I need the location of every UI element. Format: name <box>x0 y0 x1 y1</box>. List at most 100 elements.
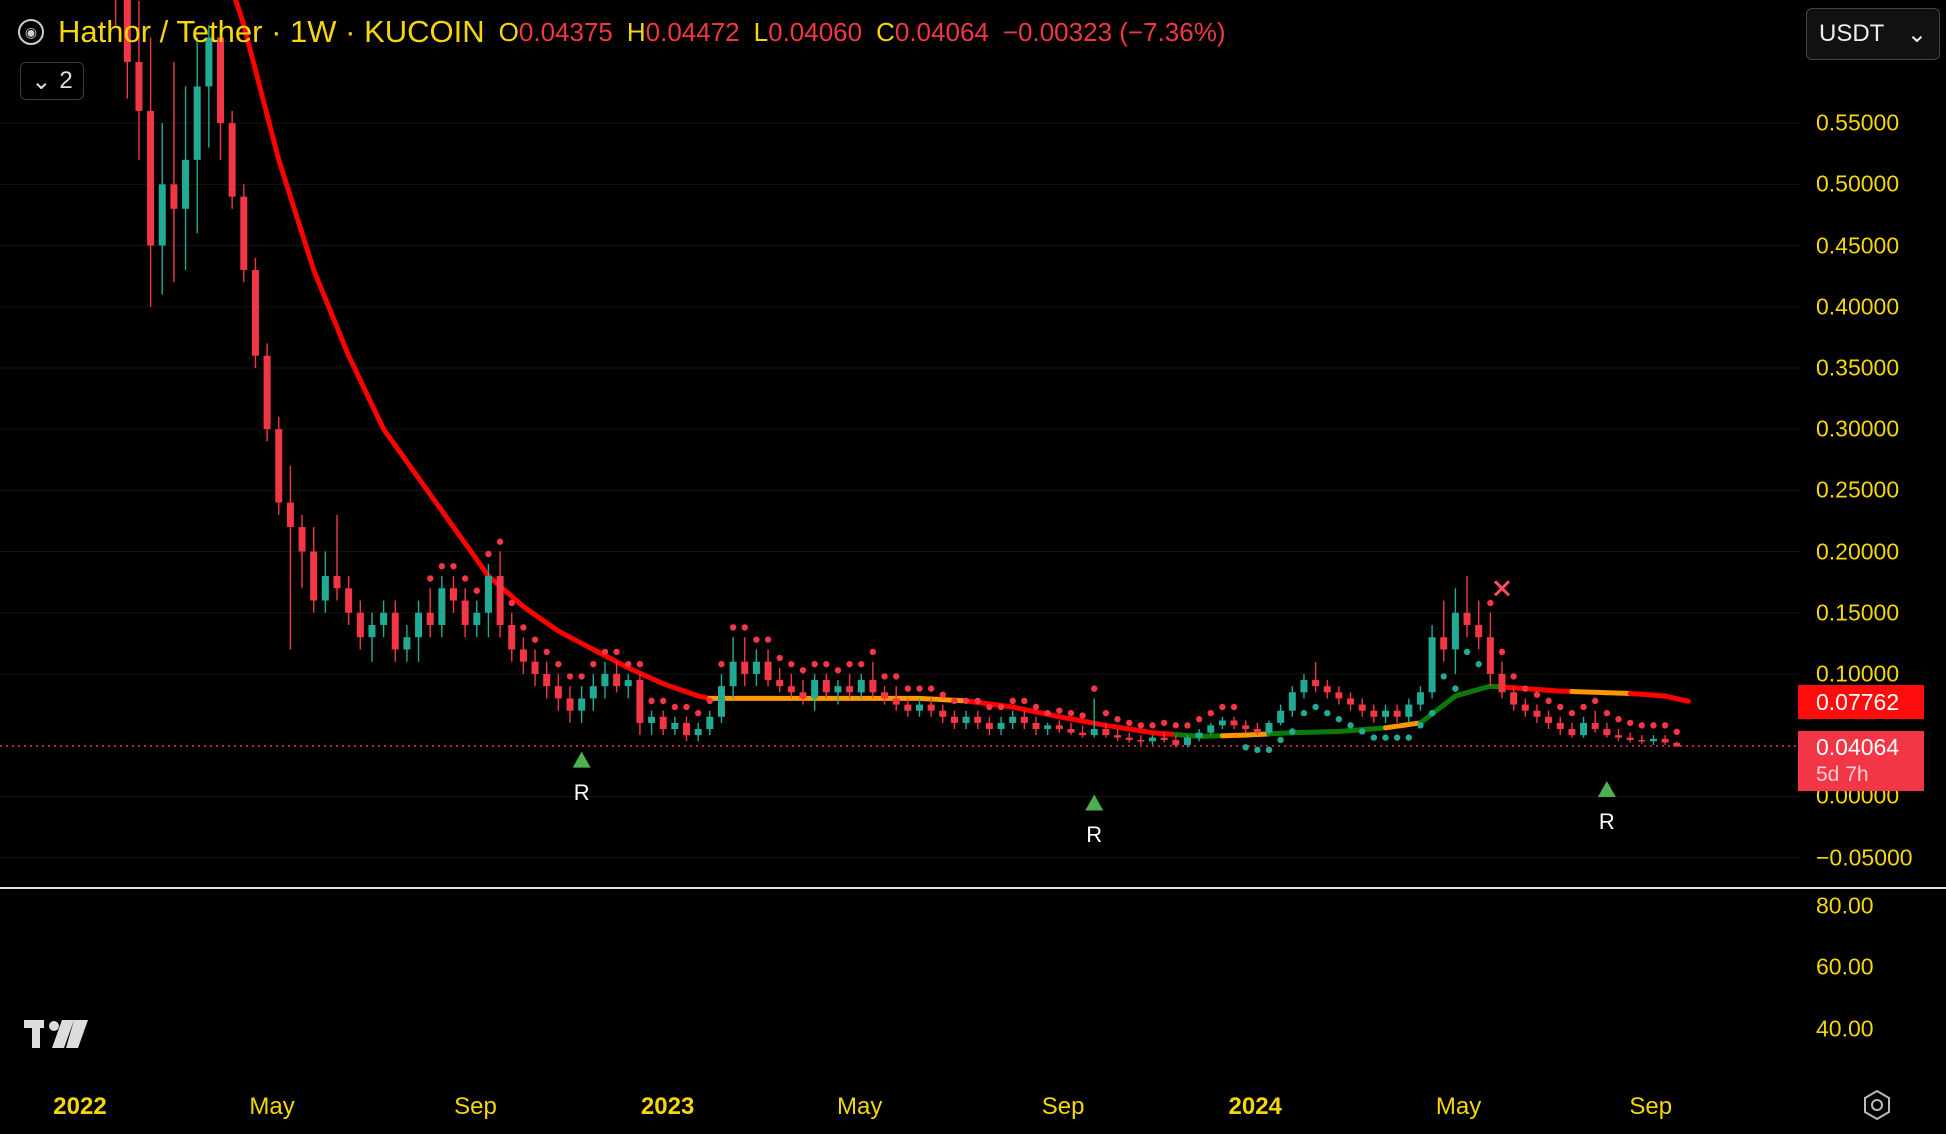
candle-body <box>438 588 446 625</box>
trail-dot <box>1230 703 1238 711</box>
candle-body <box>298 527 306 552</box>
candle-body <box>1661 738 1669 743</box>
candle-body <box>822 680 830 693</box>
candle-body <box>694 729 702 736</box>
trail-dot <box>613 648 620 656</box>
candle-body <box>333 576 341 589</box>
bar-countdown: 5d 7h <box>1816 763 1869 786</box>
price-tick-label: 0.30000 <box>1816 415 1900 442</box>
high-key: H <box>626 16 646 47</box>
ma-segment <box>232 0 713 701</box>
trail-dot <box>904 685 912 692</box>
candle-body <box>624 680 632 687</box>
candle-body <box>741 661 749 674</box>
trail-dot <box>578 673 585 680</box>
trail-dot <box>1557 703 1564 711</box>
trail-dot <box>1580 703 1587 711</box>
candle-body <box>1358 704 1366 711</box>
reversal-label: R <box>573 779 590 805</box>
trail-dot <box>1277 736 1284 744</box>
trail-dot <box>986 703 993 711</box>
trail-dot <box>1673 728 1680 736</box>
candle-body <box>391 612 399 650</box>
candle-body <box>1649 738 1657 742</box>
settings-gear-icon[interactable] <box>1860 1088 1894 1122</box>
candle-body <box>1323 686 1331 693</box>
trail-dot <box>473 587 480 594</box>
candle-body <box>1230 720 1238 726</box>
candle-body <box>1335 692 1343 699</box>
candle-body <box>683 722 690 736</box>
candle-body <box>1125 737 1133 741</box>
candle-body <box>263 355 271 430</box>
trail-dot <box>1091 685 1098 692</box>
change-value: −0.00323 (−7.36%) <box>1002 16 1226 47</box>
candle-body <box>904 704 912 711</box>
candle-body <box>613 673 621 687</box>
candle-body <box>1160 737 1168 741</box>
trail-dot <box>1335 716 1343 723</box>
symbol-title[interactable]: Hathor / Tether · 1W · KUCOIN <box>58 14 485 49</box>
trail-dot <box>788 660 795 668</box>
candle-body <box>892 698 900 705</box>
trail-dot <box>1475 660 1482 668</box>
cross-marker <box>1493 580 1511 597</box>
trail-dot <box>1195 716 1203 723</box>
candle-body <box>205 37 213 87</box>
oscillator-tick-label: 80.00 <box>1816 892 1874 919</box>
candle-body <box>310 551 318 601</box>
trail-dot <box>1300 709 1308 717</box>
trail-dot <box>1242 744 1249 751</box>
indicators-toggle-button[interactable]: ⌄ 2 <box>20 62 84 100</box>
candle-body <box>717 686 725 717</box>
trail-dot <box>1079 712 1086 719</box>
trail-dot <box>427 575 434 582</box>
currency-select[interactable]: USDT ⌄ <box>1806 8 1940 60</box>
candle-body <box>1498 673 1506 693</box>
tradingview-logo-icon[interactable] <box>24 1016 90 1052</box>
trail-dot <box>974 697 981 705</box>
coin-logo-icon[interactable]: ◉ <box>18 19 44 45</box>
trail-dot <box>1044 709 1051 717</box>
trail-dot <box>834 667 842 674</box>
candle-body <box>1673 742 1681 747</box>
candle-body <box>345 588 353 613</box>
candle-body <box>1545 716 1553 723</box>
trail-dot <box>776 654 783 662</box>
trail-dot <box>858 660 865 668</box>
candle-body <box>1393 710 1401 717</box>
trail-dot <box>520 624 527 631</box>
price-tick-label: 0.45000 <box>1816 232 1900 259</box>
ohlc-values: O0.04375 H0.04472 L0.04060 C0.04064 −0.0… <box>499 17 1226 48</box>
candle-body <box>799 692 807 699</box>
price-tick-label: −0.05000 <box>1816 844 1913 871</box>
trail-dot <box>1533 691 1541 698</box>
trail-dot <box>1289 728 1296 735</box>
trail-dot <box>729 624 737 631</box>
candle-body <box>228 123 236 197</box>
candle-body <box>1370 710 1378 717</box>
candle-body <box>939 710 947 717</box>
trail-dot <box>869 648 877 656</box>
candle-body <box>985 722 993 730</box>
candle-body <box>997 722 1005 730</box>
candle-body <box>1475 624 1483 638</box>
candle-body <box>123 0 131 62</box>
trail-dot <box>846 660 853 668</box>
candle-body <box>543 673 551 687</box>
candle-body <box>1440 637 1448 650</box>
candle-body <box>1405 704 1413 717</box>
candle-body <box>811 680 819 699</box>
candle-body <box>1253 729 1261 733</box>
trail-dot <box>1428 709 1436 717</box>
candle-body <box>776 680 784 687</box>
candle-body <box>1277 710 1285 723</box>
price-tick-label: 0.25000 <box>1816 476 1900 503</box>
time-tick-label: 2024 <box>1228 1093 1282 1120</box>
trail-dot <box>683 703 690 711</box>
trail-dot <box>1347 722 1354 729</box>
time-tick-label: Sep <box>1629 1093 1673 1120</box>
candle-body <box>1183 737 1191 745</box>
candle-body <box>1114 735 1122 738</box>
